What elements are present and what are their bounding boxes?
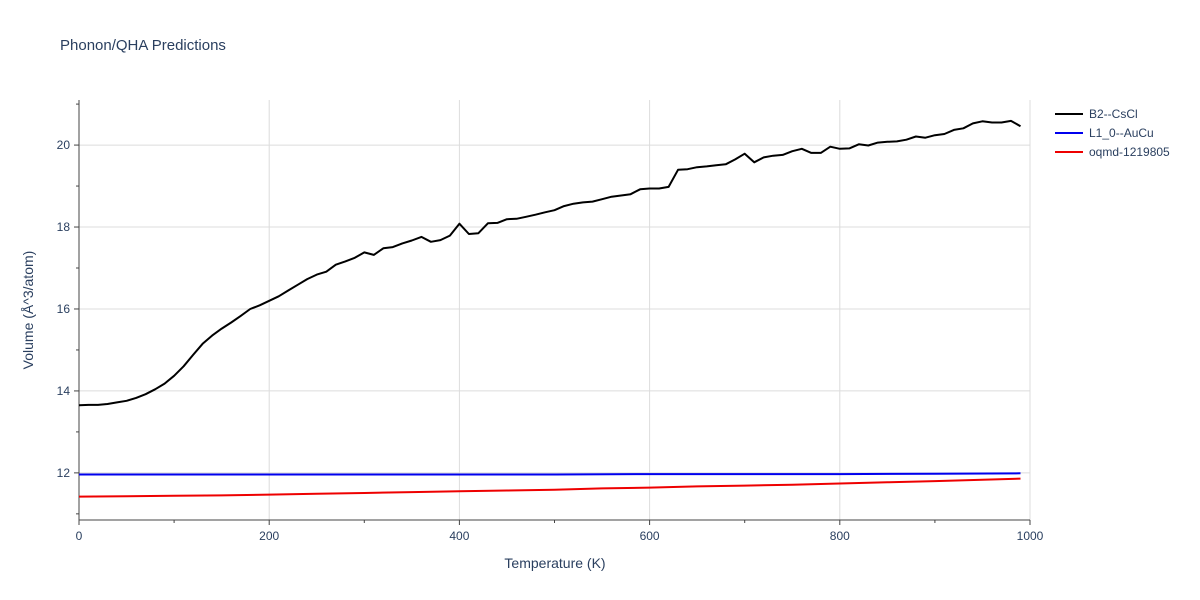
x-tick-label: 200 [259, 529, 279, 543]
series-line-oqmd-1219805 [78, 477, 1021, 498]
legend-label: oqmd-1219805 [1089, 145, 1170, 159]
y-tick-label: 18 [57, 220, 71, 234]
legend[interactable]: B2--CsCl L1_0--AuCu oqmd-1219805 [1055, 107, 1170, 159]
x-tick-labels: 0 200 400 600 800 1000 [76, 520, 1044, 543]
legend-label: B2--CsCl [1089, 107, 1138, 121]
series-lines [78, 119, 1021, 498]
x-axis-title: Temperature (K) [504, 555, 605, 571]
y-tick-label: 20 [57, 138, 71, 152]
x-tick-label: 800 [830, 529, 850, 543]
axes [78, 100, 1030, 521]
legend-item[interactable]: oqmd-1219805 [1055, 145, 1170, 159]
x-tick-label: 1000 [1017, 529, 1044, 543]
y-gridlines [79, 144, 1030, 474]
x-tick-label: 0 [76, 529, 83, 543]
x-tick-label: 600 [640, 529, 660, 543]
y-tick-label: 16 [57, 302, 71, 316]
chart-title: Phonon/QHA Predictions [60, 37, 226, 54]
y-axis-title: Volume (Å^3/atom) [20, 251, 36, 370]
legend-item[interactable]: L1_0--AuCu [1055, 126, 1154, 140]
legend-item[interactable]: B2--CsCl [1055, 107, 1138, 121]
y-minor-ticks [76, 103, 79, 515]
legend-label: L1_0--AuCu [1089, 126, 1154, 140]
y-tick-label: 14 [57, 384, 71, 398]
y-tick-label: 12 [57, 466, 71, 480]
series-line-b2-cscl [78, 119, 1021, 407]
series-line-l1-0-aucu [79, 472, 1021, 476]
x-tick-label: 400 [449, 529, 469, 543]
y-tick-labels: 12 14 16 18 20 [57, 138, 79, 480]
x-gridlines [268, 100, 1031, 520]
